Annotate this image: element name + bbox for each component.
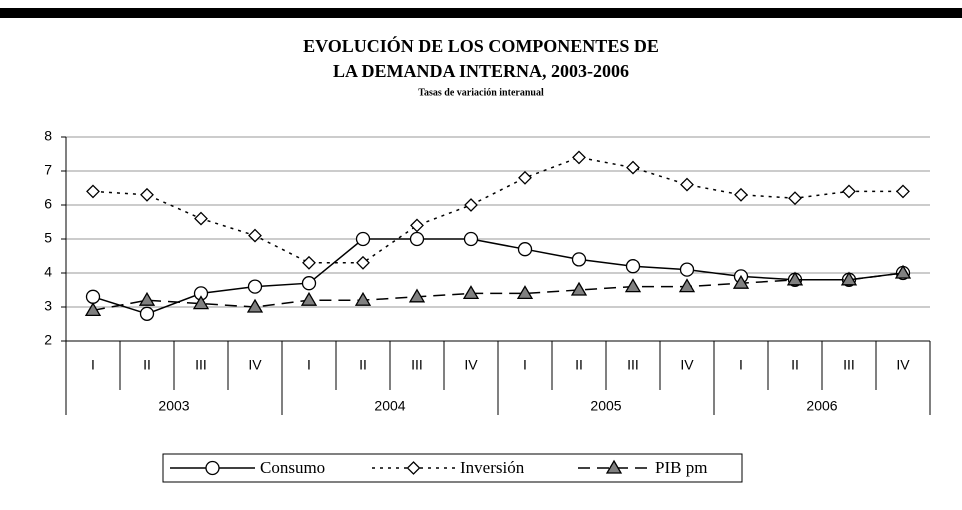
x-tick-label: I (739, 357, 743, 373)
marker (624, 278, 642, 293)
marker (786, 271, 804, 286)
marker (516, 285, 534, 300)
marker (140, 187, 154, 202)
y-tick-label: 7 (44, 162, 52, 178)
x-tick-label: III (411, 357, 423, 373)
marker (85, 289, 101, 304)
year-label: 2006 (806, 398, 837, 414)
marker (679, 262, 695, 277)
legend-label: Consumo (260, 458, 325, 477)
marker (680, 177, 694, 192)
marker (408, 288, 426, 303)
y-tick-label: 8 (44, 128, 52, 144)
marker (570, 281, 588, 296)
marker (571, 252, 587, 267)
marker (464, 198, 478, 212)
marker (84, 302, 102, 317)
marker (302, 255, 316, 270)
series-line (92, 238, 904, 315)
marker (139, 306, 155, 321)
series-line (92, 156, 903, 264)
legend-marker (605, 459, 623, 474)
y-tick-label: 6 (44, 196, 52, 212)
marker (247, 279, 263, 294)
marker (462, 285, 480, 300)
marker (788, 191, 802, 206)
x-tick-label: I (307, 357, 311, 373)
marker (301, 276, 317, 291)
x-tick-label: II (359, 357, 367, 373)
chart-subtitle: Tasas de variación interanual (418, 87, 544, 98)
legend-marker (205, 460, 220, 476)
x-tick-label: III (195, 357, 207, 373)
x-tick-label: II (575, 357, 583, 373)
x-tick-label: IV (896, 357, 910, 373)
x-tick-label: I (91, 357, 95, 373)
legend-marker (406, 461, 421, 475)
chart-title: LA DEMANDA INTERNA, 2003-2006 (333, 61, 629, 81)
x-tick-label: IV (464, 357, 478, 373)
x-tick-label: II (143, 357, 151, 373)
marker (734, 187, 748, 202)
marker (572, 150, 586, 165)
year-label: 2005 (590, 398, 621, 414)
x-tick-label: II (791, 357, 799, 373)
marker (354, 291, 372, 306)
year-label: 2003 (158, 398, 189, 414)
marker (86, 184, 100, 199)
marker (840, 271, 858, 286)
y-tick-label: 4 (44, 264, 52, 280)
y-tick-label: 3 (44, 298, 52, 314)
marker (678, 278, 696, 293)
y-tick-label: 5 (44, 230, 52, 246)
marker (192, 295, 210, 310)
x-tick-label: IV (680, 357, 694, 373)
marker (625, 259, 641, 274)
legend-label: Inversión (460, 458, 525, 477)
marker (732, 274, 750, 289)
chart-title: EVOLUCIÓN DE LOS COMPONENTES DE (303, 35, 659, 56)
x-tick-label: I (523, 357, 527, 373)
marker (248, 228, 262, 243)
marker (138, 291, 156, 306)
marker (894, 264, 912, 279)
marker (356, 255, 370, 270)
marker (194, 211, 208, 226)
y-tick-label: 2 (44, 332, 52, 348)
marker (410, 218, 424, 233)
legend-label: PIB pm (655, 458, 707, 477)
marker (517, 242, 533, 257)
marker (409, 231, 425, 247)
top-rule (0, 8, 962, 18)
series-line (92, 272, 904, 312)
marker (626, 160, 640, 175)
x-tick-label: III (627, 357, 639, 373)
marker (842, 184, 856, 199)
marker (518, 170, 532, 185)
marker (355, 231, 371, 247)
marker (246, 298, 264, 313)
marker (463, 231, 479, 247)
marker (896, 184, 910, 199)
x-tick-label: III (843, 357, 855, 373)
x-tick-label: IV (248, 357, 262, 373)
marker (300, 291, 318, 306)
year-label: 2004 (374, 398, 405, 414)
